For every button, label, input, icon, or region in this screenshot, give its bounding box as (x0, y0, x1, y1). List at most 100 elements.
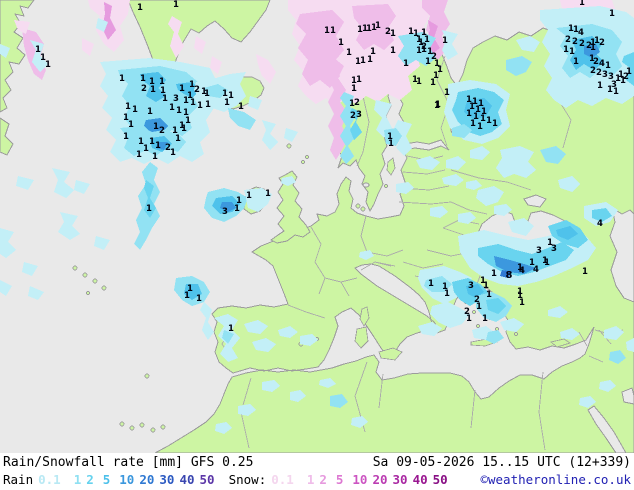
precip-value-label: 1 (433, 71, 439, 81)
precip-value-label: 1 (590, 38, 596, 48)
precip-area (604, 326, 624, 340)
precip-value-label: 1 (338, 38, 344, 48)
precip-value-label: 3 (356, 110, 362, 120)
precip-area (248, 96, 262, 110)
precip-value-label: 1 (430, 78, 436, 88)
precip-value-label: 1 (222, 89, 228, 99)
azores-islands (72, 265, 78, 271)
precip-value-label: 1 (626, 67, 632, 77)
precip-area (252, 338, 276, 352)
precip-value-label: 1 (517, 263, 523, 273)
precip-value-label: 1 (416, 46, 422, 56)
precip-value-label: 1 (190, 98, 196, 108)
precip-value-label: 1 (594, 36, 600, 46)
precip-area (394, 120, 412, 156)
scale-value: 0.1 (38, 472, 61, 487)
precip-value-label: 1 (605, 61, 611, 71)
legend-title-row: Rain/Snowfall rate [mm] GFS 0.25 Sa 09-0… (3, 455, 631, 470)
precip-value-label: 1 (388, 139, 394, 149)
precip-value-label: 1 (480, 114, 486, 124)
precip-value-label: 2 (586, 41, 592, 51)
precip-value-label: 1 (607, 85, 613, 95)
precip-value-label: 1 (421, 28, 427, 38)
precip-value-label: 1 (201, 87, 207, 97)
precip-area (262, 380, 280, 392)
precip-area (244, 320, 268, 334)
precip-value-label: 1 (597, 81, 603, 91)
precip-area (330, 394, 348, 408)
precip-value-label: 1 (123, 132, 129, 142)
precip-value-label: 1 (136, 150, 142, 160)
precip-value-label: 1 (613, 87, 619, 97)
precip-area (200, 302, 214, 340)
precip-area (470, 146, 490, 160)
rhodes-island (514, 332, 518, 336)
gotland-island (386, 157, 396, 176)
precip-value-label: 1 (351, 76, 357, 86)
precip-area (144, 180, 156, 218)
precip-area (430, 302, 470, 328)
azores-islands (86, 291, 90, 295)
precip-value-label: 1 (183, 96, 189, 106)
rain-scale-label: Rain (3, 472, 34, 487)
precip-value-label: 1 (170, 148, 176, 158)
precip-area (290, 390, 306, 402)
precip-value-label: 1 (413, 29, 419, 39)
precip-value-label: 1 (176, 106, 182, 116)
precip-area (558, 176, 580, 192)
precip-value-label: 2 (596, 68, 602, 78)
precip-area (352, 4, 396, 50)
precip-area (374, 100, 392, 138)
precip-area (0, 280, 12, 296)
precip-area (396, 182, 414, 194)
precip-value-label: 1 (179, 84, 185, 94)
precip-value-label: 1 (483, 281, 489, 291)
precip-value-label: 2 (354, 98, 360, 108)
precip-area (16, 176, 34, 190)
copyright-link[interactable]: ©weatheronline.co.uk (480, 472, 631, 487)
precip-value-label: 1 (140, 74, 146, 84)
precip-value-label: 2 (474, 295, 480, 305)
precip-value-label: 1 (466, 314, 472, 324)
canary-islands (139, 422, 145, 428)
precip-value-label: 1 (618, 70, 624, 80)
precip-value-label: 1 (573, 25, 579, 35)
scale-value: 30 (159, 472, 175, 487)
precip-value-label: 3 (608, 72, 614, 82)
precip-value-label: 1 (179, 121, 185, 131)
precip-value-label: 1 (137, 3, 143, 13)
precip-area (609, 350, 626, 364)
aegean-islands (472, 310, 476, 314)
precip-area (464, 98, 492, 120)
precip-value-label: 1 (169, 103, 175, 113)
precip-value-label: 1 (172, 126, 178, 136)
precip-value-label: 1 (481, 107, 487, 117)
precip-area (14, 20, 30, 34)
precip-area (359, 250, 374, 260)
precip-value-label: 1 (238, 102, 244, 112)
precip-area (540, 146, 566, 164)
precip-area (52, 168, 74, 198)
precip-area (222, 330, 234, 344)
precip-value-label: 1 (486, 290, 492, 300)
precip-area (168, 16, 184, 58)
precip-area (622, 52, 634, 86)
precip-value-label: 1 (236, 196, 242, 206)
precip-area (494, 256, 536, 274)
precip-value-label: 2 (565, 35, 571, 45)
rain-color-scale: 0.1 1 2 5 10 20 30 40 50 (33, 472, 214, 487)
precip-value-label: 4 (599, 59, 605, 69)
precip-value-label: 2 (572, 37, 578, 47)
precip-value-label: 1 (437, 65, 443, 75)
precip-value-label: 1 (367, 55, 373, 65)
canary-islands (129, 425, 135, 431)
precip-value-label: 1 (428, 279, 434, 289)
precip-value-label: 1 (573, 57, 579, 67)
red-sea (587, 405, 627, 453)
sardinia-island (354, 326, 369, 349)
precip-value-label: 1 (146, 204, 152, 214)
precip-value-label: 1 (149, 137, 155, 147)
forecast-datetime: Sa 09-05-2026 15..15 UTC (12+339) (372, 455, 631, 470)
precip-value-label: 1 (324, 26, 330, 36)
precip-area (281, 176, 296, 186)
